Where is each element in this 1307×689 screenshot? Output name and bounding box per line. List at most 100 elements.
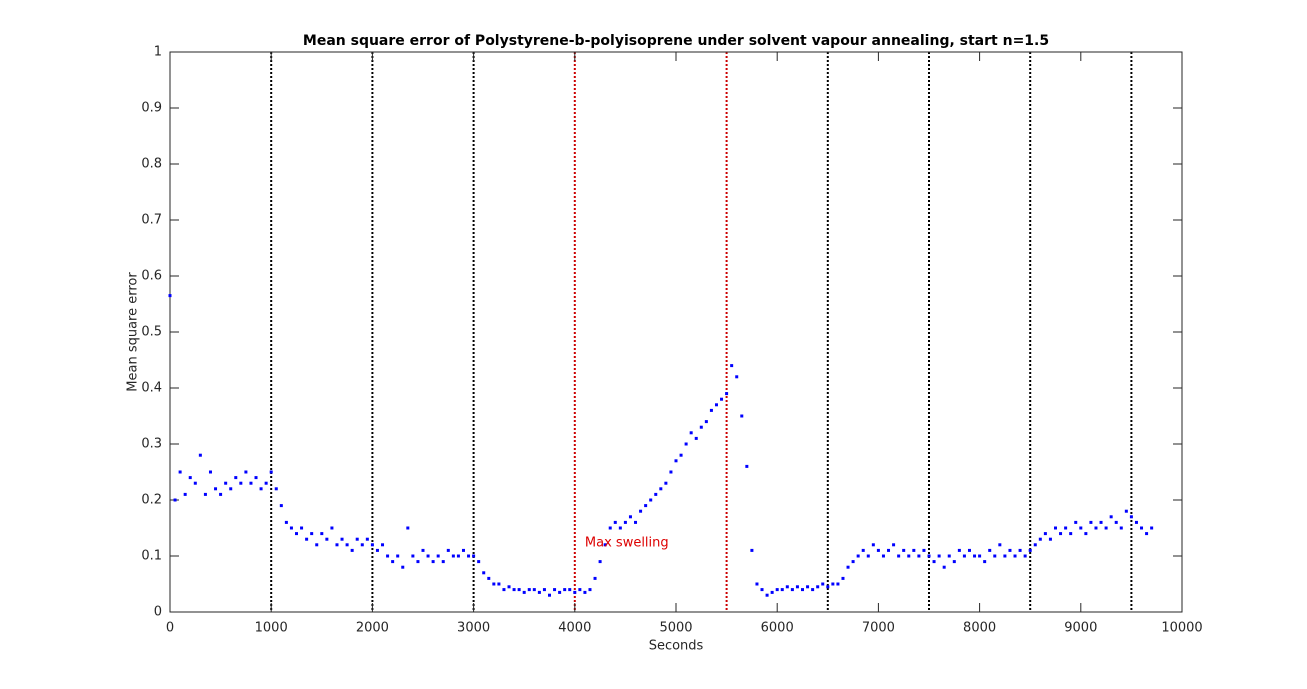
point	[816, 585, 820, 589]
point	[664, 481, 668, 485]
point	[330, 526, 334, 530]
point	[876, 548, 880, 552]
x-tick-label: 6000	[761, 621, 794, 636]
point	[264, 481, 268, 485]
point	[1079, 526, 1083, 530]
point	[1094, 526, 1098, 530]
point	[487, 576, 491, 580]
point	[1064, 526, 1068, 530]
point	[623, 520, 627, 524]
annotation: Max swelling	[585, 536, 669, 551]
point	[467, 554, 471, 558]
point	[472, 554, 476, 558]
point	[937, 554, 941, 558]
point	[765, 593, 769, 597]
point	[1124, 509, 1128, 513]
point	[284, 520, 288, 524]
point	[406, 526, 410, 530]
point	[720, 397, 724, 401]
point	[1114, 520, 1118, 524]
point	[892, 543, 896, 547]
point	[411, 554, 415, 558]
y-axis-label: Mean square error	[126, 272, 141, 392]
point	[375, 548, 379, 552]
chart-title: Mean square error of Polystyrene-b-polyi…	[303, 33, 1049, 49]
y-tick-label: 0.5	[141, 325, 162, 340]
point	[244, 470, 248, 474]
point	[745, 464, 749, 468]
point	[401, 565, 405, 569]
point	[295, 532, 298, 536]
point	[962, 554, 966, 558]
point	[315, 543, 319, 547]
x-tick-label: 10000	[1161, 621, 1202, 636]
point	[957, 548, 961, 552]
point	[188, 476, 192, 480]
point	[1089, 520, 1093, 524]
point	[730, 364, 734, 368]
point	[396, 554, 400, 558]
point	[558, 590, 562, 594]
point	[391, 560, 395, 564]
point	[507, 585, 511, 589]
point	[274, 487, 278, 491]
y-tick-label: 0.9	[141, 101, 162, 116]
point	[239, 481, 243, 485]
point	[952, 560, 956, 564]
y-tick-label: 0.6	[141, 269, 162, 284]
point	[441, 560, 445, 564]
x-tick-label: 3000	[457, 621, 490, 636]
point	[234, 476, 238, 480]
point	[639, 509, 643, 513]
point	[699, 425, 703, 429]
point	[740, 414, 744, 418]
point	[224, 481, 228, 485]
point	[1074, 520, 1078, 524]
point	[310, 532, 314, 536]
point	[851, 560, 855, 564]
point	[300, 526, 304, 530]
point	[1043, 532, 1047, 536]
point	[214, 487, 218, 491]
point	[866, 554, 870, 558]
point	[861, 548, 865, 552]
point	[598, 560, 602, 564]
point	[1134, 520, 1138, 524]
point	[1054, 526, 1057, 530]
point	[183, 492, 187, 496]
point	[588, 588, 592, 592]
point	[684, 442, 688, 446]
point	[1048, 537, 1052, 541]
point	[305, 537, 309, 541]
point	[568, 588, 572, 592]
point	[811, 588, 815, 592]
point	[1008, 548, 1012, 552]
point	[259, 487, 263, 491]
point	[1119, 526, 1123, 530]
point	[532, 588, 536, 592]
point	[497, 582, 501, 586]
point	[897, 554, 901, 558]
point	[881, 554, 885, 558]
point	[993, 554, 997, 558]
point	[806, 585, 810, 589]
point	[350, 548, 354, 552]
point	[780, 588, 784, 592]
point	[512, 588, 516, 592]
point	[416, 560, 420, 564]
point	[826, 585, 830, 589]
point	[502, 588, 506, 592]
point	[198, 453, 202, 457]
point	[386, 554, 390, 558]
point	[431, 560, 435, 564]
point	[770, 590, 774, 594]
point	[846, 565, 850, 569]
point	[548, 593, 551, 597]
point	[355, 537, 359, 541]
point	[922, 548, 926, 552]
point	[1033, 543, 1037, 547]
point	[841, 576, 845, 580]
point	[421, 548, 425, 552]
point	[704, 420, 708, 424]
